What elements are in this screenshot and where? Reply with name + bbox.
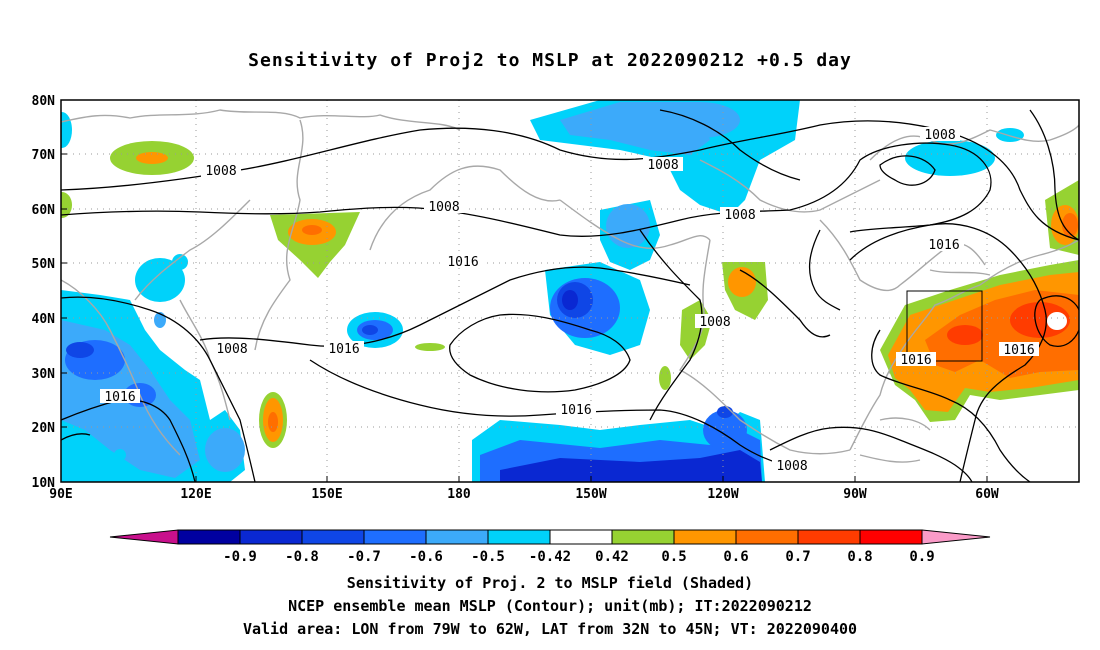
colorbar-swatch bbox=[859, 529, 923, 545]
map-frame bbox=[60, 99, 1080, 483]
contour-label: 1016 bbox=[556, 402, 596, 418]
colorbar-label: -0.7 bbox=[347, 549, 381, 565]
contour-label: 1008 bbox=[424, 199, 464, 215]
contour-label-text: 1016 bbox=[447, 255, 478, 270]
lon-label: 180 bbox=[447, 487, 471, 502]
map-title: Sensitivity of Proj2 to MSLP at 20220902… bbox=[248, 50, 852, 71]
coastlines bbox=[61, 109, 1079, 463]
lon-label: 90E bbox=[49, 487, 72, 502]
lon-label: 120E bbox=[180, 487, 211, 502]
colorbar-swatch bbox=[797, 529, 861, 545]
contour-label-text: 1016 bbox=[104, 390, 135, 405]
colorbar-swatch bbox=[611, 529, 675, 545]
contour-label-text: 1008 bbox=[647, 158, 678, 173]
shaded-negative bbox=[61, 100, 1024, 482]
colorbar-swatch bbox=[425, 529, 489, 545]
contour-label-text: 1008 bbox=[428, 200, 459, 215]
contour-label: 1008 bbox=[643, 157, 683, 173]
contour-label-text: 1008 bbox=[776, 459, 807, 474]
lon-label: 150W bbox=[575, 487, 606, 502]
contour-label-text: 1008 bbox=[216, 342, 247, 357]
colorbar-swatch bbox=[363, 529, 427, 545]
contour-label: 1016 bbox=[324, 341, 364, 357]
colorbar-label: 0.42 bbox=[595, 549, 629, 565]
colorbar-swatch bbox=[301, 529, 365, 545]
lon-label: 90W bbox=[843, 487, 867, 502]
colorbar-swatch bbox=[673, 529, 737, 545]
colorbar-min-triangle bbox=[109, 529, 179, 545]
colorbar-label: 0.6 bbox=[723, 549, 748, 565]
contour-label-text: 1016 bbox=[1003, 343, 1034, 358]
contour-label: 1008 bbox=[212, 341, 252, 357]
contour-label: 1008 bbox=[772, 458, 812, 474]
colorbar-swatch bbox=[549, 529, 613, 545]
contour-labels: 1008 1008 1008 1008 1008 1008 1008 1008 1016 1016… bbox=[100, 127, 1039, 474]
ticks bbox=[61, 99, 988, 483]
contour-label-text: 1008 bbox=[724, 208, 755, 223]
lat-label: 70N bbox=[32, 148, 56, 163]
contour-label-text: 1016 bbox=[900, 353, 931, 368]
graticule bbox=[61, 100, 1079, 482]
contour-label: 1016 bbox=[924, 237, 964, 253]
colorbar: -0.9 -0.8 -0.7 -0.6 -0.5 -0.42 0.42 0.5 0.6 0.7 0.… bbox=[109, 529, 991, 565]
contour-label-text: 1016 bbox=[928, 238, 959, 253]
colorbar-max-triangle bbox=[921, 529, 991, 545]
shaded-positive bbox=[61, 141, 1079, 448]
lon-label: 60W bbox=[975, 487, 999, 502]
lon-label: 120W bbox=[707, 487, 738, 502]
contour-label-text: 1008 bbox=[205, 164, 236, 179]
lat-label: 30N bbox=[32, 367, 56, 382]
lat-label: 60N bbox=[32, 203, 56, 218]
colorbar-swatch bbox=[239, 529, 303, 545]
lat-label: 20N bbox=[32, 421, 56, 436]
lat-label: 50N bbox=[32, 257, 56, 272]
contour-label: 1016 bbox=[896, 352, 936, 368]
caption-shaded: Sensitivity of Proj. 2 to MSLP field (Sh… bbox=[346, 574, 754, 592]
contour-label: 1008 bbox=[720, 207, 760, 223]
contour-label: 1008 bbox=[201, 163, 241, 179]
latitude-labels: 80N 70N 60N 50N 40N 30N 20N 10N bbox=[32, 94, 56, 491]
valid-area-box bbox=[906, 290, 983, 362]
contour-label: 1016 bbox=[100, 389, 140, 405]
contour-label: 1008 bbox=[920, 127, 960, 143]
colorbar-label: 0.9 bbox=[909, 549, 934, 565]
contour-label: 1016 bbox=[999, 342, 1039, 358]
colorbar-swatch bbox=[487, 529, 551, 545]
lat-label: 80N bbox=[32, 94, 56, 109]
contour-label-text: 1008 bbox=[699, 315, 730, 330]
lat-label: 40N bbox=[32, 312, 56, 327]
colorbar-label: 0.8 bbox=[847, 549, 872, 565]
caption-contour: NCEP ensemble mean MSLP (Contour); unit(… bbox=[288, 597, 812, 615]
contour-label-text: 1016 bbox=[328, 342, 359, 357]
contour-label: 1008 bbox=[695, 314, 735, 330]
contour-label: 1016 bbox=[443, 254, 483, 270]
contour-label-text: 1008 bbox=[924, 128, 955, 143]
colorbar-label: -0.6 bbox=[409, 549, 443, 565]
caption-valid-area: Valid area: LON from 79W to 62W, LAT fro… bbox=[242, 620, 858, 638]
contour-label-text: 1016 bbox=[560, 403, 591, 418]
lon-label: 150E bbox=[311, 487, 342, 502]
colorbar-swatch bbox=[735, 529, 799, 545]
colorbar-label: 0.5 bbox=[661, 549, 686, 565]
colorbar-swatch bbox=[177, 529, 241, 545]
colorbar-label: -0.8 bbox=[285, 549, 319, 565]
colorbar-label: -0.42 bbox=[529, 549, 571, 565]
colorbar-label: -0.5 bbox=[471, 549, 505, 565]
lat-label: 10N bbox=[32, 476, 56, 491]
colorbar-label: -0.9 bbox=[223, 549, 257, 565]
longitude-labels: 90E 120E 150E 180 150W 120W 90W 60W bbox=[49, 487, 999, 502]
colorbar-label: 0.7 bbox=[785, 549, 810, 565]
